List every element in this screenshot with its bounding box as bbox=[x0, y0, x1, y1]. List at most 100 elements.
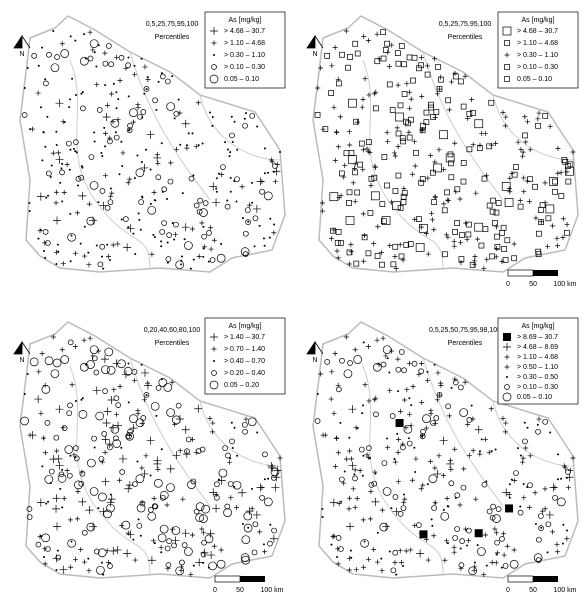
symbol-square bbox=[537, 207, 544, 213]
symbol-dot bbox=[256, 125, 259, 128]
symbol-square bbox=[494, 244, 501, 250]
symbol-plus bbox=[347, 448, 353, 454]
symbol-dot bbox=[519, 454, 522, 457]
symbol-plus bbox=[112, 359, 121, 368]
symbol-plus bbox=[470, 416, 476, 422]
symbol-circle bbox=[78, 410, 88, 419]
symbol-circle bbox=[97, 548, 107, 558]
symbol-dot bbox=[26, 66, 29, 69]
symbol-dot bbox=[93, 51, 96, 54]
symbol-circle bbox=[195, 513, 204, 523]
symbol-dot bbox=[476, 544, 479, 547]
symbol-square bbox=[379, 201, 386, 207]
symbol-plus bbox=[535, 116, 541, 122]
symbol-circle bbox=[31, 53, 38, 59]
symbol-plus bbox=[429, 217, 435, 223]
symbol-plus bbox=[404, 387, 410, 393]
symbol-square bbox=[501, 181, 511, 191]
symbol-circle bbox=[150, 401, 160, 411]
symbol-plus bbox=[272, 167, 281, 176]
symbol-plus bbox=[42, 546, 48, 552]
symbol-square bbox=[413, 150, 419, 156]
symbol-plus bbox=[78, 547, 84, 553]
symbol-plus bbox=[347, 495, 353, 501]
symbol-plus bbox=[554, 235, 560, 241]
symbol-dot bbox=[185, 144, 188, 147]
symbol-dot bbox=[56, 549, 59, 552]
symbol-plus bbox=[53, 522, 62, 531]
symbol-circle bbox=[556, 497, 566, 507]
symbol-square bbox=[353, 260, 360, 267]
scale-bar bbox=[533, 270, 558, 276]
symbol-plus bbox=[86, 262, 92, 268]
symbol-circle bbox=[220, 164, 226, 170]
symbol-circle bbox=[79, 470, 86, 477]
symbol-plus bbox=[169, 379, 175, 385]
symbol-dot bbox=[561, 542, 564, 545]
symbol-circle bbox=[201, 539, 207, 546]
symbol-circle bbox=[45, 546, 51, 552]
symbol-plus bbox=[89, 216, 98, 225]
symbol-circle bbox=[358, 446, 365, 453]
symbol-circle bbox=[199, 514, 208, 523]
symbol-square bbox=[486, 143, 493, 150]
symbol-plus bbox=[360, 167, 366, 173]
symbol-square bbox=[511, 171, 518, 178]
symbol-circle bbox=[428, 474, 438, 484]
symbol-plus bbox=[110, 242, 116, 248]
symbol-plus bbox=[64, 468, 70, 474]
symbol-plus bbox=[189, 226, 195, 232]
symbol-plus bbox=[493, 530, 499, 536]
symbol-plus bbox=[124, 484, 133, 493]
symbol-square bbox=[424, 71, 431, 78]
legend-label: > 1.40 – 30.7 bbox=[224, 334, 265, 341]
symbol-plus bbox=[341, 174, 347, 180]
symbol-dot bbox=[241, 522, 244, 525]
symbol-plus bbox=[488, 406, 494, 412]
symbol-circle bbox=[59, 169, 65, 176]
symbol-plus bbox=[433, 469, 442, 478]
symbol-dot bbox=[115, 107, 118, 110]
symbol-plus bbox=[268, 157, 274, 163]
symbol-circle bbox=[368, 482, 375, 488]
symbol-circle bbox=[107, 199, 114, 206]
symbol-plus bbox=[158, 544, 164, 550]
symbol-square bbox=[343, 150, 350, 157]
symbol-plus bbox=[411, 139, 417, 145]
symbol-dot bbox=[149, 202, 152, 205]
symbol-plus bbox=[87, 29, 93, 35]
symbol-circle bbox=[371, 480, 378, 487]
symbol-plus bbox=[376, 56, 382, 62]
symbol-plus bbox=[403, 425, 409, 431]
symbol-dot bbox=[44, 145, 47, 148]
symbol-circle bbox=[45, 240, 51, 246]
symbol-plus bbox=[520, 153, 526, 159]
symbol-circle bbox=[204, 534, 214, 544]
symbol-circle bbox=[125, 62, 131, 69]
symbol-dot bbox=[233, 179, 236, 182]
symbol-plus bbox=[406, 89, 412, 95]
symbol-circle bbox=[65, 140, 72, 147]
percentiles: 0,5,25,50,75,95,98,100 bbox=[429, 327, 501, 334]
symbol-circle bbox=[166, 102, 175, 111]
symbol-circle bbox=[211, 370, 217, 376]
symbol-dot bbox=[85, 363, 88, 366]
symbol-plus bbox=[320, 432, 326, 438]
symbol-plus bbox=[256, 177, 265, 186]
symbol-square bbox=[365, 250, 372, 257]
symbol-plus bbox=[155, 466, 161, 472]
symbol-dot bbox=[213, 360, 215, 362]
symbol-circle bbox=[517, 509, 524, 516]
symbol-square bbox=[442, 251, 448, 258]
symbol-circle bbox=[106, 503, 115, 513]
symbol-dot bbox=[247, 220, 250, 223]
symbol-circle bbox=[252, 215, 259, 222]
symbol-square bbox=[386, 81, 393, 88]
symbol-dot bbox=[321, 508, 324, 511]
symbol-circle bbox=[48, 468, 55, 475]
symbol-dot bbox=[233, 485, 236, 488]
symbol-square bbox=[459, 232, 465, 238]
symbol-circle bbox=[225, 452, 231, 459]
symbol-dot bbox=[136, 154, 139, 157]
symbol-circle bbox=[227, 481, 234, 487]
